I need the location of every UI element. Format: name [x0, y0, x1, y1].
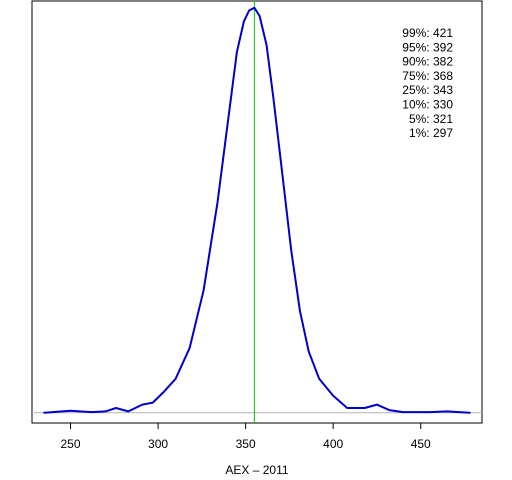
percentile-annotation: 75%: 368 [402, 69, 453, 83]
x-tick-label: 450 [411, 437, 431, 451]
x-tick-label: 300 [148, 437, 168, 451]
plot-frame [31, 0, 483, 424]
x-tick-label: 400 [323, 437, 343, 451]
percentile-annotation: 90%: 382 [402, 55, 453, 69]
percentile-annotation: 5%: 321 [409, 112, 453, 126]
density-curve [43, 6, 471, 414]
percentile-annotation: 99%: 421 [402, 26, 453, 40]
x-tick-label: 350 [236, 437, 256, 451]
percentile-annotation: 10%: 330 [402, 98, 453, 112]
percentile-annotation: 95%: 392 [402, 40, 453, 54]
x-tick-label: 250 [61, 437, 81, 451]
percentile-annotation: 25%: 343 [402, 83, 453, 97]
x-axis: 250 300 350 400 450 [61, 423, 431, 451]
x-axis-label: AEX – 2011 [225, 463, 288, 477]
percentile-annotation: 1%: 297 [409, 126, 453, 140]
